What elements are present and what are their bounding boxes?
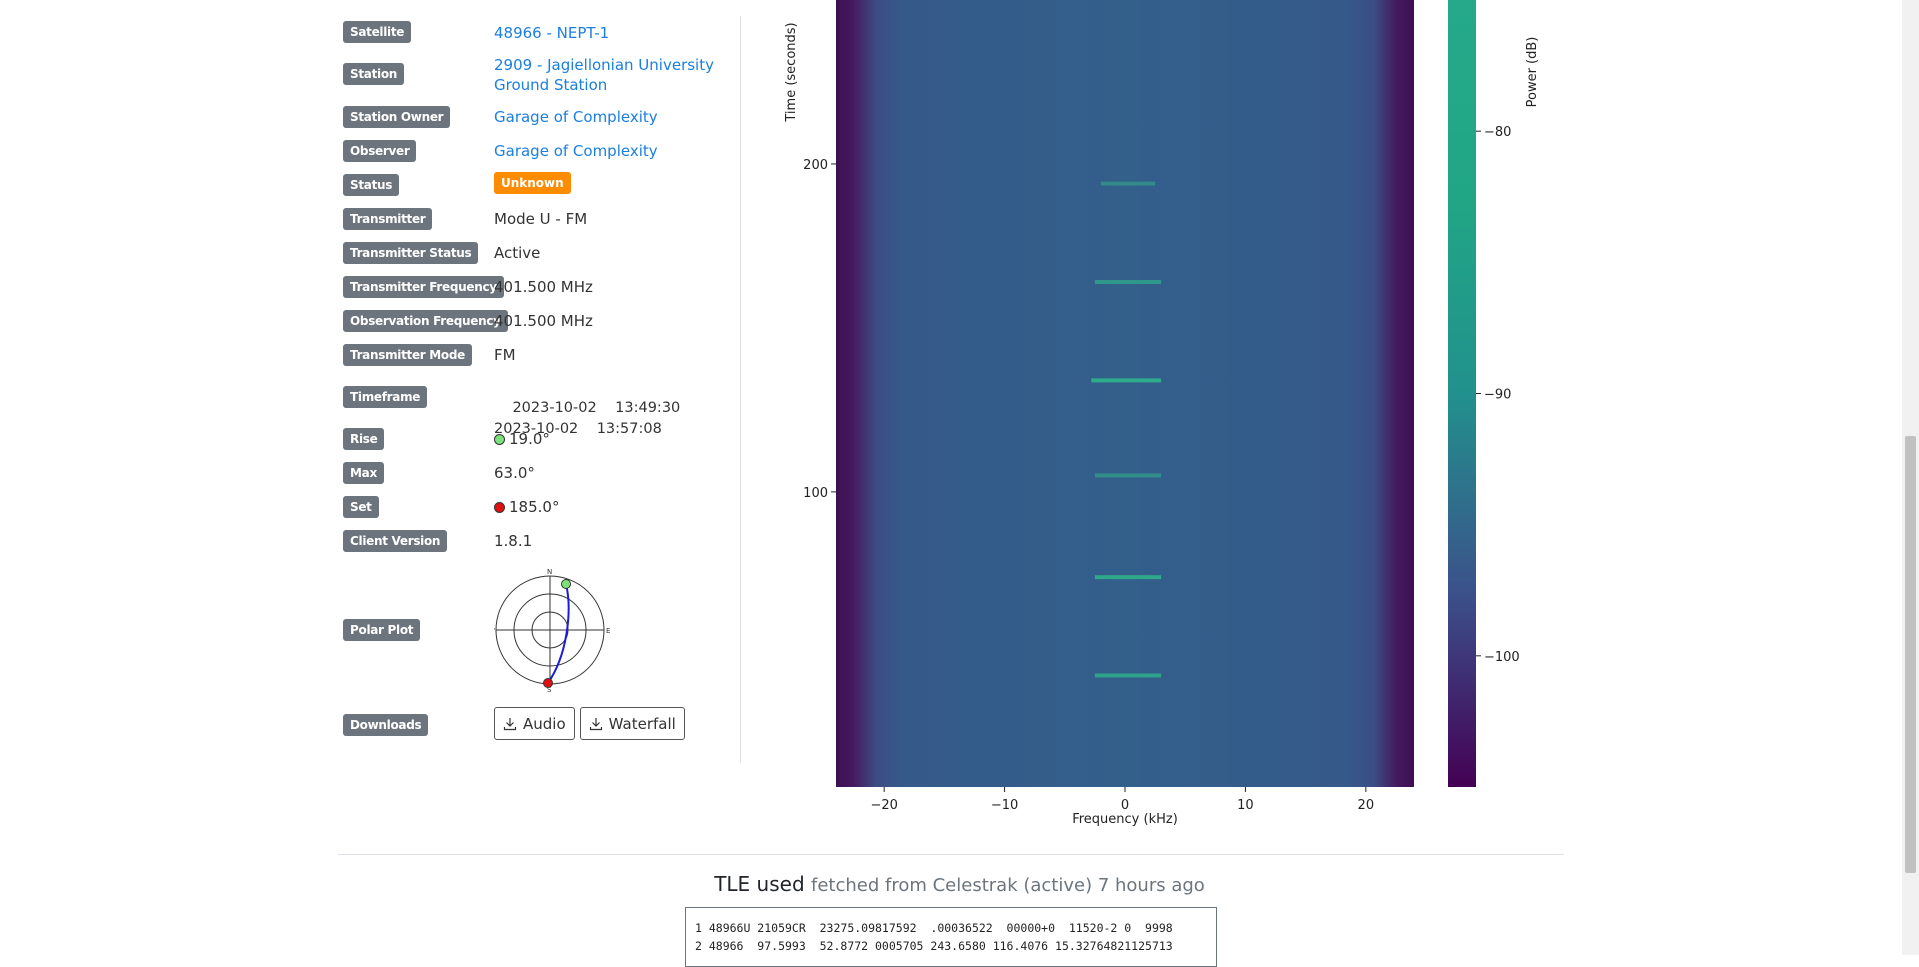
download-audio-label: Audio <box>523 714 566 733</box>
transmitter-mode-value: FM <box>494 346 516 364</box>
y-axis: 100 200 <box>803 158 836 501</box>
colorbar-axis: −80 −90 −100 <box>1476 125 1520 665</box>
x-tick-label: −20 <box>870 798 897 813</box>
y-axis-label: Time (seconds) <box>784 22 799 122</box>
station-link-line2: Ground Station <box>494 76 608 94</box>
tle-title: TLE used <box>714 872 805 896</box>
polar-n-label: N <box>547 568 552 576</box>
colorbar <box>1448 0 1476 787</box>
status-badge: Unknown <box>494 172 571 194</box>
x-axis: −20 −10 0 10 20 <box>870 787 1374 813</box>
x-tick-label: 0 <box>1121 798 1129 813</box>
signal-burst <box>1094 673 1162 678</box>
polar-s-label: S <box>547 686 552 694</box>
station-owner-link[interactable]: Garage of Complexity <box>494 108 658 126</box>
set-indicator <box>494 502 505 513</box>
timeframe-end: 2023-10-02 13:57:08 <box>494 421 662 437</box>
observation-frequency-value: 401.500 MHz <box>494 312 593 330</box>
observer-label: Observer <box>343 140 417 162</box>
client-version-value: 1.8.1 <box>494 532 533 550</box>
set-value: 185.0° <box>509 498 560 516</box>
downloads-buttons: Audio Waterfall <box>494 707 685 740</box>
downloads-label: Downloads <box>343 714 429 736</box>
waterfall-plot-area <box>836 0 1414 787</box>
station-label: Station <box>343 63 405 85</box>
row-satellite: Satellite <box>343 21 412 43</box>
station-owner-label: Station Owner <box>343 106 451 128</box>
timeframe-label: Timeframe <box>343 386 428 408</box>
download-waterfall-button[interactable]: Waterfall <box>579 707 685 740</box>
signal-burst <box>1094 575 1162 580</box>
colorbar-tick-label: −100 <box>1484 650 1520 665</box>
transmitter-status-label: Transmitter Status <box>343 242 479 264</box>
x-tick-label: 10 <box>1237 798 1254 813</box>
rise-value: 19.0° <box>509 430 550 448</box>
polar-e-label: E <box>606 627 610 635</box>
transmitter-frequency-value: 401.500 MHz <box>494 278 593 296</box>
x-tick-label: 20 <box>1358 798 1375 813</box>
panel-divider <box>740 16 741 763</box>
polar-plot: N S E W <box>494 568 610 694</box>
signal-burst <box>1100 181 1156 186</box>
transmitter-label: Transmitter <box>343 208 433 230</box>
satellite-link[interactable]: 48966 - NEPT-1 <box>494 24 610 42</box>
colorbar-tick-label: −90 <box>1484 388 1511 403</box>
station-link[interactable]: 2909 - Jagiellonian University Ground Sta… <box>494 56 714 94</box>
y-tick-label: 200 <box>803 158 828 173</box>
tle-box: 1 48966U 21059CR 23275.09817592 .0003652… <box>685 907 1217 967</box>
rise-label: Rise <box>343 428 385 450</box>
transmitter-status-value: Active <box>494 244 541 262</box>
page-scrollbar[interactable] <box>1902 0 1919 955</box>
signal-burst <box>1094 280 1162 285</box>
status-label: Status <box>343 174 400 196</box>
rise-point <box>561 579 571 589</box>
polar-w-label: W <box>494 627 495 635</box>
tle-heading: TLE used fetched from Celestrak (active)… <box>0 872 1919 896</box>
timeframe-start: 2023-10-02 13:49:30 <box>512 400 681 416</box>
max-label: Max <box>343 462 384 484</box>
download-waterfall-label: Waterfall <box>608 714 676 733</box>
transmitter-mode-label: Transmitter Mode <box>343 344 473 366</box>
tle-subtitle: fetched from Celestrak (active) 7 hours … <box>811 875 1205 896</box>
y-tick-label: 100 <box>803 486 828 501</box>
download-icon <box>589 717 602 730</box>
polar-plot-label: Polar Plot <box>343 619 421 641</box>
x-axis-label: Frequency (kHz) <box>1072 812 1178 827</box>
client-version-label: Client Version <box>343 530 448 552</box>
download-audio-button[interactable]: Audio <box>494 707 575 740</box>
colorbar-tick-label: −80 <box>1484 125 1511 140</box>
signal-burst <box>1091 378 1162 383</box>
scrollbar-thumb[interactable] <box>1905 436 1916 873</box>
rise-indicator <box>494 434 505 445</box>
transmitter-frequency-label: Transmitter Frequency <box>343 276 504 298</box>
observation-frequency-label: Observation Frequency <box>343 310 508 332</box>
set-point <box>543 678 553 688</box>
download-icon <box>503 717 517 730</box>
tle-line1: 1 48966U 21059CR 23275.09817592 .0003652… <box>695 921 1173 935</box>
transmitter-value: Mode U - FM <box>494 210 588 228</box>
observer-link[interactable]: Garage of Complexity <box>494 142 658 160</box>
set-label: Set <box>343 496 379 518</box>
satellite-track <box>547 583 570 684</box>
tle-line2: 2 48966 97.5993 52.8772 0005705 243.6580… <box>695 939 1173 953</box>
signal-bursts <box>1091 181 1162 678</box>
x-tick-label: −10 <box>991 798 1018 813</box>
satellite-label: Satellite <box>343 21 412 43</box>
station-link-line1: 2909 - Jagiellonian University <box>494 56 714 74</box>
section-divider <box>338 854 1564 855</box>
max-value: 63.0° <box>494 464 535 482</box>
colorbar-label: Power (dB) <box>1525 37 1540 108</box>
signal-burst <box>1094 473 1162 478</box>
